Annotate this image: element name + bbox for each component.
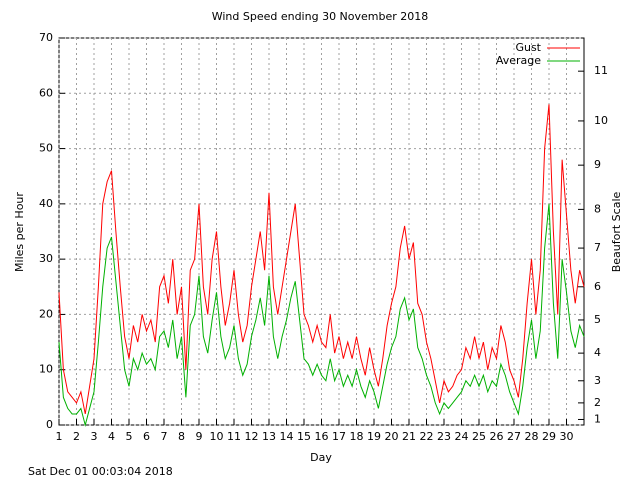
y-tick-label: 30 bbox=[39, 252, 53, 265]
y2-tick-label: 10 bbox=[594, 114, 608, 127]
x-tick-label: 16 bbox=[315, 430, 329, 443]
x-tick-label: 1 bbox=[56, 430, 63, 443]
x-tick-label: 30 bbox=[560, 430, 574, 443]
series-line bbox=[58, 203, 585, 427]
plot-frame bbox=[58, 37, 585, 426]
x-tick-label: 13 bbox=[262, 430, 276, 443]
series-line bbox=[58, 104, 585, 415]
x-tick-label: 3 bbox=[91, 430, 98, 443]
x-tick-label: 8 bbox=[178, 430, 185, 443]
x-tick-label: 18 bbox=[350, 430, 364, 443]
legend-label: Average bbox=[496, 54, 541, 67]
x-tick-label: 2 bbox=[73, 430, 80, 443]
chart-title: Wind Speed ending 30 November 2018 bbox=[212, 10, 429, 23]
x-tick-label: 20 bbox=[385, 430, 399, 443]
y2-tick-label: 3 bbox=[594, 374, 601, 387]
x-tick-label: 15 bbox=[297, 430, 311, 443]
y2-tick-label: 11 bbox=[594, 64, 608, 77]
x-tick-label: 5 bbox=[126, 430, 133, 443]
x-tick-label: 4 bbox=[108, 430, 115, 443]
x-tick-label: 25 bbox=[472, 430, 486, 443]
x-axis-label: Day bbox=[310, 451, 332, 464]
y-tick-label: 40 bbox=[39, 197, 53, 210]
y-tick-label: 60 bbox=[39, 86, 53, 99]
y2-tick-label: 8 bbox=[594, 202, 601, 215]
x-tick-label: 9 bbox=[196, 430, 203, 443]
x-tick-label: 11 bbox=[227, 430, 241, 443]
y2-tick-label: 1 bbox=[594, 412, 601, 425]
x-tick-label: 19 bbox=[367, 430, 381, 443]
y2-axis-label: Beaufort Scale bbox=[610, 191, 623, 272]
y2-tick-label: 4 bbox=[594, 346, 601, 359]
x-tick-label: 10 bbox=[210, 430, 224, 443]
x-tick-label: 6 bbox=[143, 430, 150, 443]
x-tick-label: 23 bbox=[437, 430, 451, 443]
y-tick-label: 50 bbox=[39, 142, 53, 155]
x-tick-label: 12 bbox=[245, 430, 259, 443]
y-tick-label: 20 bbox=[39, 307, 53, 320]
y-tick-label: 10 bbox=[39, 363, 53, 376]
y-axis-label: Miles per Hour bbox=[13, 192, 26, 272]
footer: Sat Dec 01 00:03:04 2018 bbox=[28, 465, 173, 478]
x-tick-label: 29 bbox=[542, 430, 556, 443]
x-tick-label: 17 bbox=[332, 430, 346, 443]
x-tick-label: 21 bbox=[402, 430, 416, 443]
x-tick-label: 14 bbox=[280, 430, 294, 443]
x-tick-label: 26 bbox=[490, 430, 504, 443]
y2-tick-label: 9 bbox=[594, 158, 601, 171]
y2-tick-label: 5 bbox=[594, 313, 601, 326]
legend-label: Gust bbox=[515, 41, 541, 54]
y-tick-label: 70 bbox=[39, 31, 53, 44]
x-tick-label: 27 bbox=[507, 430, 521, 443]
x-tick-label: 7 bbox=[161, 430, 168, 443]
x-tick-label: 28 bbox=[525, 430, 539, 443]
y-tick-label: 0 bbox=[46, 418, 53, 431]
y2-tick-label: 2 bbox=[594, 396, 601, 409]
y2-tick-label: 7 bbox=[594, 241, 601, 254]
y2-tick-label: 6 bbox=[594, 280, 601, 293]
x-tick-label: 22 bbox=[420, 430, 434, 443]
x-tick-label: 24 bbox=[455, 430, 469, 443]
